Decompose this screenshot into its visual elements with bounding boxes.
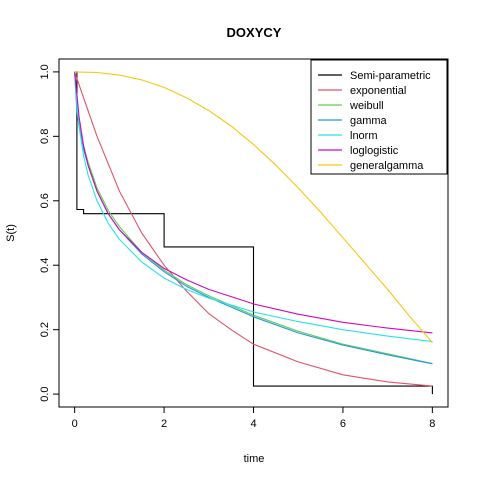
legend-label-lnorm: lnorm: [350, 130, 378, 142]
series-line-lnorm: [74, 71, 433, 343]
legend-label-gamma: gamma: [350, 115, 388, 127]
legend-label-exponential: exponential: [350, 85, 406, 97]
y-axis: 0.0 0.2 0.4 0.6 0.8 1.0: [39, 64, 60, 402]
x-tick-label: 0: [72, 418, 78, 430]
x-tick-label: 4: [250, 418, 256, 430]
legend-label-weibull: weibull: [349, 100, 384, 112]
legend-label-generalgamma: generalgamma: [350, 160, 424, 172]
y-axis-label: S(t): [5, 224, 17, 242]
series-line-semi-parametric: [74, 71, 433, 395]
x-axis-label: time: [244, 453, 265, 465]
legend: Semi-parametric exponential weibull gamma ln…: [310, 59, 448, 175]
chart-title: DOXYCY: [227, 25, 282, 40]
x-axis: 0 2 4 6 8: [72, 406, 435, 430]
legend-label-semi-parametric: Semi-parametric: [350, 70, 431, 82]
x-tick-label: 2: [161, 418, 167, 430]
series-line-generalgamma: [74, 71, 433, 343]
series-line-gamma: [74, 71, 433, 365]
series-line-loglogistic: [74, 71, 433, 334]
legend-box: [310, 59, 448, 175]
y-tick-label: 0.6: [39, 193, 51, 208]
y-tick-label: 0.4: [39, 258, 51, 273]
y-tick-label: 0.8: [39, 129, 51, 144]
x-tick-label: 6: [340, 418, 346, 430]
y-tick-label: 1.0: [39, 64, 51, 79]
x-tick-label: 8: [429, 418, 435, 430]
y-tick-label: 0.2: [39, 322, 51, 337]
plot-series: [74, 71, 433, 395]
legend-label-loglogistic: loglogistic: [350, 145, 399, 157]
y-tick-label: 0.0: [39, 386, 51, 401]
series-line-exponential: [74, 71, 433, 387]
